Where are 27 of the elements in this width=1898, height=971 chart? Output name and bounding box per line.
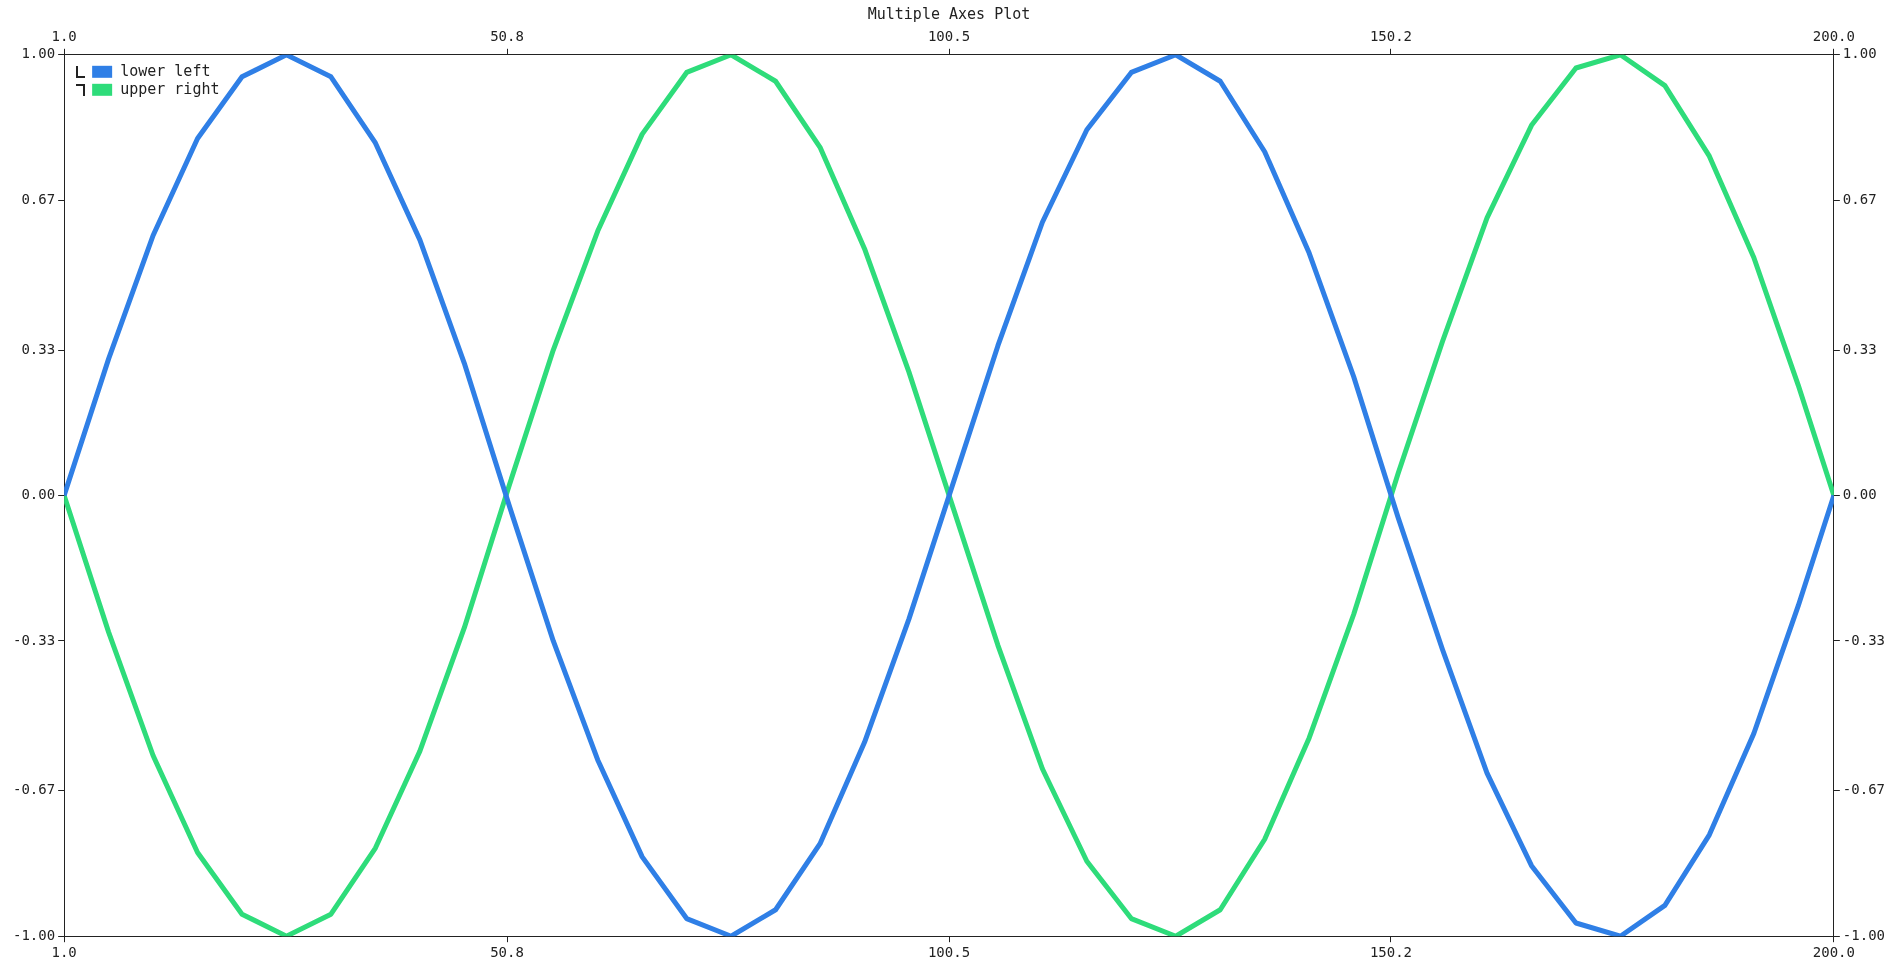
y2-tick-label: 1.00 xyxy=(1842,45,1877,62)
x2-tick-label: 1.0 xyxy=(51,28,77,45)
x-tick-label: 1.0 xyxy=(51,944,77,961)
y2-tick-label: -0.33 xyxy=(1842,631,1886,648)
x2-tick-label: 50.8 xyxy=(490,28,524,45)
y2-tick-label: 0.67 xyxy=(1842,190,1877,207)
legend-label: lower left xyxy=(120,61,211,80)
x2-tick-label: 150.2 xyxy=(1369,28,1413,45)
y-tick-label: 0.67 xyxy=(21,190,56,207)
y2-tick-label: 0.00 xyxy=(1842,486,1877,503)
y-tick-label: 0.00 xyxy=(21,486,56,503)
x-tick-label: 200.0 xyxy=(1812,944,1855,961)
y-tick-label: 1.00 xyxy=(21,45,56,62)
y2-tick-label: -0.67 xyxy=(1842,781,1886,798)
x-tick-label: 150.2 xyxy=(1369,944,1413,961)
x-tick-label: 50.8 xyxy=(490,944,524,961)
x2-tick-label: 200.0 xyxy=(1812,28,1855,45)
y2-tick-label: 0.33 xyxy=(1842,340,1877,357)
y-tick-label: -0.33 xyxy=(12,631,56,648)
x-tick-label: 100.5 xyxy=(927,944,971,961)
chart-title: Multiple Axes Plot xyxy=(867,4,1031,23)
y-tick-label: -0.67 xyxy=(12,781,56,798)
x2-tick-label: 100.5 xyxy=(927,28,971,45)
legend-label: upper right xyxy=(120,79,220,98)
y2-tick-label: -1.00 xyxy=(1842,926,1886,943)
y-tick-label: -1.00 xyxy=(12,926,56,943)
y-tick-label: 0.33 xyxy=(21,340,56,357)
